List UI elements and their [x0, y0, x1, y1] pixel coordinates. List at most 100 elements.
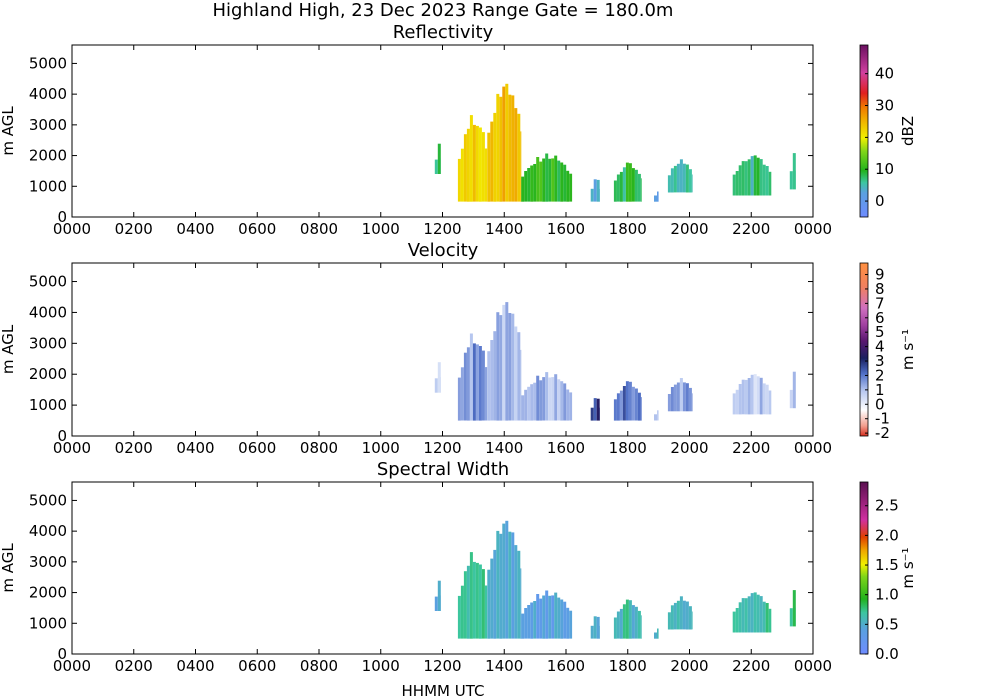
echo-strip — [434, 159, 438, 174]
echo-strip — [493, 331, 497, 421]
echo-strip — [475, 344, 479, 421]
colorbar-tick-label: 20 — [875, 128, 894, 146]
echo-strip — [520, 131, 522, 202]
echo-strip — [514, 326, 518, 421]
colorbar-label: m s⁻¹ — [899, 329, 917, 370]
echo-strip — [536, 594, 540, 639]
y-tick-label: 4000 — [29, 85, 67, 103]
x-tick-label: 0600 — [238, 657, 276, 675]
colorbar-tick-label: -1 — [875, 410, 890, 428]
figure-title: Highland High, 23 Dec 2023 Range Gate = … — [213, 0, 674, 21]
echo-strip — [493, 112, 497, 202]
echo-strip — [505, 520, 509, 639]
echo-strip — [732, 393, 736, 415]
echo-strip — [590, 188, 594, 202]
y-axis-label: m AGL — [0, 324, 17, 374]
echo-strip — [634, 388, 638, 421]
colorbar-tick-label: 3 — [875, 352, 885, 370]
echo-strip — [768, 171, 772, 196]
colorbar — [859, 481, 869, 655]
y-tick-label: 2000 — [29, 584, 67, 602]
x-tick-label: 1800 — [609, 439, 647, 457]
x-tick-label: 0200 — [115, 439, 153, 457]
echo-strip — [628, 163, 632, 202]
echo-strip — [560, 162, 564, 202]
echo-strip — [759, 159, 763, 196]
echo-strip — [744, 379, 748, 415]
x-tick-label: 1000 — [362, 439, 400, 457]
echo-strip — [750, 593, 754, 633]
echo-strip — [622, 167, 626, 202]
echo-strip — [738, 165, 742, 196]
colorbar-tick-label: 7 — [875, 294, 885, 312]
echo-strip — [792, 371, 796, 409]
echo-strip — [637, 392, 641, 421]
echo-strip — [551, 377, 555, 421]
echo-strip — [762, 164, 766, 196]
x-tick-label: 0200 — [115, 220, 153, 238]
echo-strip — [667, 175, 671, 193]
x-tick-label: 1200 — [423, 439, 461, 457]
colorbar — [859, 262, 869, 437]
echo-strip — [560, 381, 564, 421]
colorbar-tick-label: 10 — [875, 160, 894, 178]
echo-strip — [520, 568, 522, 639]
echo-strip — [676, 163, 680, 193]
echo-strip — [768, 608, 772, 633]
echo-strip — [613, 617, 617, 639]
echo-strip — [484, 585, 488, 639]
echo-strip — [554, 592, 558, 639]
echo-strip — [566, 607, 570, 639]
echo-strip — [539, 380, 543, 421]
colorbar-tick-label: 1.5 — [875, 556, 899, 574]
echo-strip — [514, 545, 518, 639]
echo-strip — [628, 600, 632, 639]
x-tick-label: 2000 — [670, 439, 708, 457]
echo-strip — [640, 397, 642, 421]
echo-strip — [625, 381, 629, 421]
echo-strip — [437, 362, 441, 393]
echo-strip — [437, 580, 441, 611]
echo-strip — [631, 605, 635, 639]
echo-strip — [508, 94, 512, 202]
echo-strip — [569, 173, 573, 202]
echo-strip — [533, 601, 537, 639]
echo-strip — [502, 523, 506, 639]
echo-strip — [463, 571, 467, 639]
echo-strip — [741, 161, 745, 196]
echo-strip — [499, 533, 503, 639]
echo-strip — [563, 601, 567, 639]
echo-strip — [472, 343, 476, 421]
echo-strip — [654, 195, 657, 202]
echo-strip — [536, 375, 540, 421]
y-tick-label: 3000 — [29, 116, 67, 134]
panel-title: Reflectivity — [393, 22, 494, 43]
echo-strip — [499, 315, 503, 421]
echo-strip — [517, 550, 521, 639]
echo-strip — [619, 608, 623, 639]
echo-strip — [557, 379, 561, 421]
echo-strip — [514, 108, 518, 202]
colorbar-tick-label: -2 — [875, 424, 890, 442]
echo-strip — [765, 603, 769, 633]
echo-strip — [667, 612, 671, 630]
echo-strip — [673, 384, 677, 412]
echo-strip — [596, 398, 600, 421]
echo-strip — [487, 351, 491, 421]
echo-strip — [524, 608, 528, 639]
echo-strip — [765, 384, 769, 415]
echo-strip — [667, 394, 671, 412]
x-tick-label: 0600 — [238, 439, 276, 457]
colorbar-tick-label: 2.0 — [875, 526, 899, 544]
x-tick-label: 0800 — [300, 439, 338, 457]
colorbar-tick-label: 4 — [875, 338, 885, 356]
echo-strip — [637, 173, 641, 202]
x-tick-label: 2200 — [732, 220, 770, 238]
echo-strip — [457, 377, 461, 421]
echo-strip — [478, 564, 482, 639]
echo-strip — [753, 155, 757, 196]
echo-strip — [469, 333, 473, 421]
x-tick-label: 2000 — [670, 657, 708, 675]
y-tick-label: 4000 — [29, 522, 67, 540]
